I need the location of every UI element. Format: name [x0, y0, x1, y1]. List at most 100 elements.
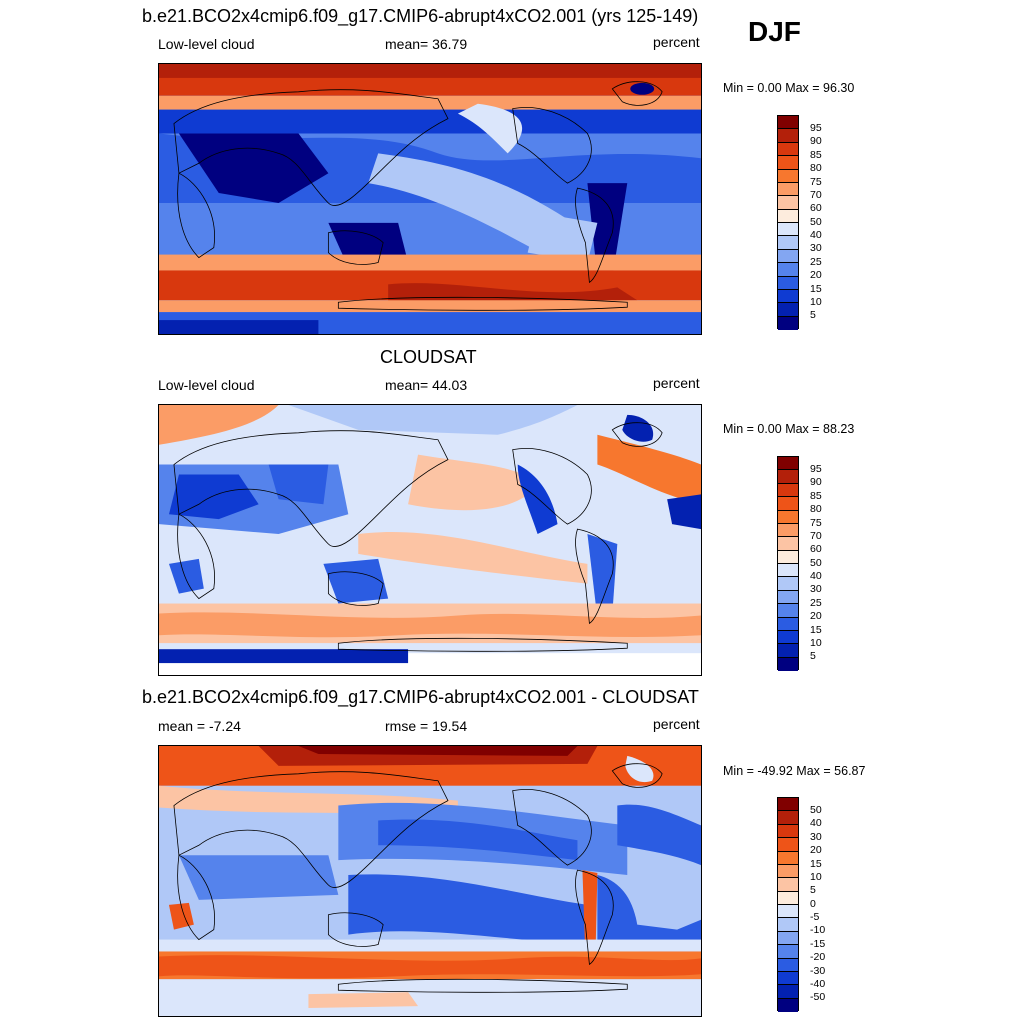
- panel1-cbar-label: 60: [810, 202, 822, 215]
- panel1-cbar-box: [778, 276, 798, 290]
- panel2-units-label: percent: [653, 375, 700, 391]
- panel2-cbar-label: 70: [810, 529, 822, 542]
- panel2-cbar-box: [778, 497, 798, 511]
- panel3-cbar-label: -30: [810, 964, 826, 977]
- panel3-cbar-box: [778, 851, 798, 865]
- panel1-cbar-box: [778, 142, 798, 157]
- panel1-variable-label: Low-level cloud: [158, 36, 255, 52]
- panel1-cbar-box: [778, 209, 798, 223]
- panel1-cbar-box: [778, 223, 798, 237]
- panel2-cbar-label: 90: [810, 476, 822, 489]
- panel3-rmse-label: rmse = 19.54: [385, 718, 468, 734]
- panel2-cbar-box: [778, 604, 798, 618]
- panel1-cbar-label: 5: [810, 309, 816, 322]
- panel1-cbar-box: [778, 263, 798, 277]
- panel3-cbar-box: [778, 998, 798, 1012]
- panel2-cbar-box: [778, 630, 798, 645]
- panel1-cbar-box: [778, 316, 798, 330]
- panel3-cbar-box: [778, 985, 798, 999]
- panel3-cbar-label: 50: [810, 804, 822, 816]
- panel2-cbar-box: [778, 577, 798, 591]
- panel3-cbar-box: [778, 945, 798, 959]
- panel2-cbar-label: 40: [810, 570, 822, 582]
- panel2-colorbar: [777, 456, 799, 671]
- panel3-cbar-label: -50: [810, 991, 826, 1004]
- panel1-cbar-box: [778, 169, 798, 183]
- panel1-cbar-box: [778, 116, 798, 130]
- panel3-cbar-box: [778, 811, 798, 825]
- panel1-cbar-box: [778, 156, 798, 170]
- panel2-cbar-label: 15: [810, 623, 822, 636]
- panel1-cbar-box: [778, 289, 798, 304]
- panel2-cbar-label: 10: [810, 636, 822, 649]
- panel3-cbar-box: [778, 838, 798, 852]
- panel2-mean-label: mean= 44.03: [385, 377, 468, 393]
- panel3-cbar-box: [778, 918, 798, 932]
- panel3-cbar-box: [778, 824, 798, 839]
- panel1-map: [158, 63, 702, 335]
- panel1-cbar-label: 70: [810, 188, 822, 201]
- panel2-cbar-label: 95: [810, 463, 822, 475]
- panel1-units-label: percent: [653, 34, 700, 50]
- panel2-cbar-box: [778, 590, 798, 605]
- panel2-minmax: Min = 0.00 Max = 88.23: [723, 422, 855, 436]
- panel2-cbar-box: [778, 457, 798, 471]
- panel2-map-svg: [159, 405, 701, 675]
- panel2-cbar-box: [778, 523, 798, 538]
- panel2-map: [158, 404, 702, 676]
- panel1-colorbar: [777, 115, 799, 330]
- panel3-cbar-label: 5: [810, 884, 816, 897]
- panel1-title: b.e21.BCO2x4cmip6.f09_g17.CMIP6-abrupt4x…: [142, 6, 699, 26]
- panel2-cbar-box: [778, 644, 798, 658]
- panel3-map: [158, 745, 702, 1017]
- panel3-cbar-label: -5: [810, 911, 820, 923]
- panel1-cbar-box: [778, 196, 798, 210]
- panel1-cbar-label: 75: [810, 175, 822, 188]
- panel1-cbar-label: 50: [810, 215, 822, 228]
- panel1-cbar-label: 40: [810, 229, 822, 241]
- panel1-cbar-box: [778, 303, 798, 317]
- panel2-variable-label: Low-level cloud: [158, 377, 255, 393]
- panel3-colorbar: [777, 797, 799, 1012]
- panel3-cbar-label: -20: [810, 951, 826, 964]
- panel3-cbar-box: [778, 891, 798, 905]
- panel1-minmax: Min = 0.00 Max = 96.30: [723, 81, 855, 95]
- panel2-cbar-label: 5: [810, 650, 816, 663]
- panel2-cbar-box: [778, 550, 798, 564]
- panel3-cbar-box: [778, 958, 798, 972]
- panel2-cbar-label: 60: [810, 543, 822, 556]
- season-label: DJF: [748, 16, 801, 47]
- panel2-cbar-box: [778, 564, 798, 578]
- panel3-title: b.e21.BCO2x4cmip6.f09_g17.CMIP6-abrupt4x…: [142, 687, 699, 707]
- panel3-minmax: Min = -49.92 Max = 56.87: [723, 764, 866, 778]
- panel2-cbar-label: 50: [810, 556, 822, 569]
- panel3-cbar-box: [778, 878, 798, 892]
- panel3-cbar-box: [778, 971, 798, 986]
- panel3-cbar-label: 30: [810, 830, 822, 843]
- panel1-cbar-label: 90: [810, 135, 822, 148]
- panel2-cbar-box: [778, 483, 798, 498]
- panel1-cbar-box: [778, 236, 798, 250]
- panel1-cbar-label: 25: [810, 255, 822, 268]
- panel2-cbar-label: 20: [810, 610, 822, 623]
- panel2-cbar-box: [778, 537, 798, 551]
- panel1-cbar-box: [778, 182, 798, 197]
- panel1-cbar-label: 30: [810, 242, 822, 255]
- panel3-cbar-box: [778, 864, 798, 879]
- panel2-title: CLOUDSAT: [380, 347, 477, 367]
- panel1-cbar-label: 15: [810, 282, 822, 295]
- panel1-cbar-label: 20: [810, 269, 822, 282]
- panel3-cbar-label: 20: [810, 844, 822, 857]
- panel2-cbar-label: 25: [810, 596, 822, 609]
- panel2-cbar-label: 85: [810, 489, 822, 502]
- panel2-cbar-label: 80: [810, 503, 822, 516]
- panel3-map-svg: [159, 746, 701, 1016]
- panel3-cbar-label: -40: [810, 977, 826, 990]
- panel3-cbar-label: 15: [810, 857, 822, 870]
- panel2-cbar-box: [778, 657, 798, 671]
- panel1-cbar-label: 85: [810, 148, 822, 161]
- panel3-cbar-label: 0: [810, 897, 816, 910]
- panel1-cbar-box: [778, 129, 798, 143]
- panel2-cbar-box: [778, 510, 798, 524]
- panel3-cbar-label: -15: [810, 937, 826, 950]
